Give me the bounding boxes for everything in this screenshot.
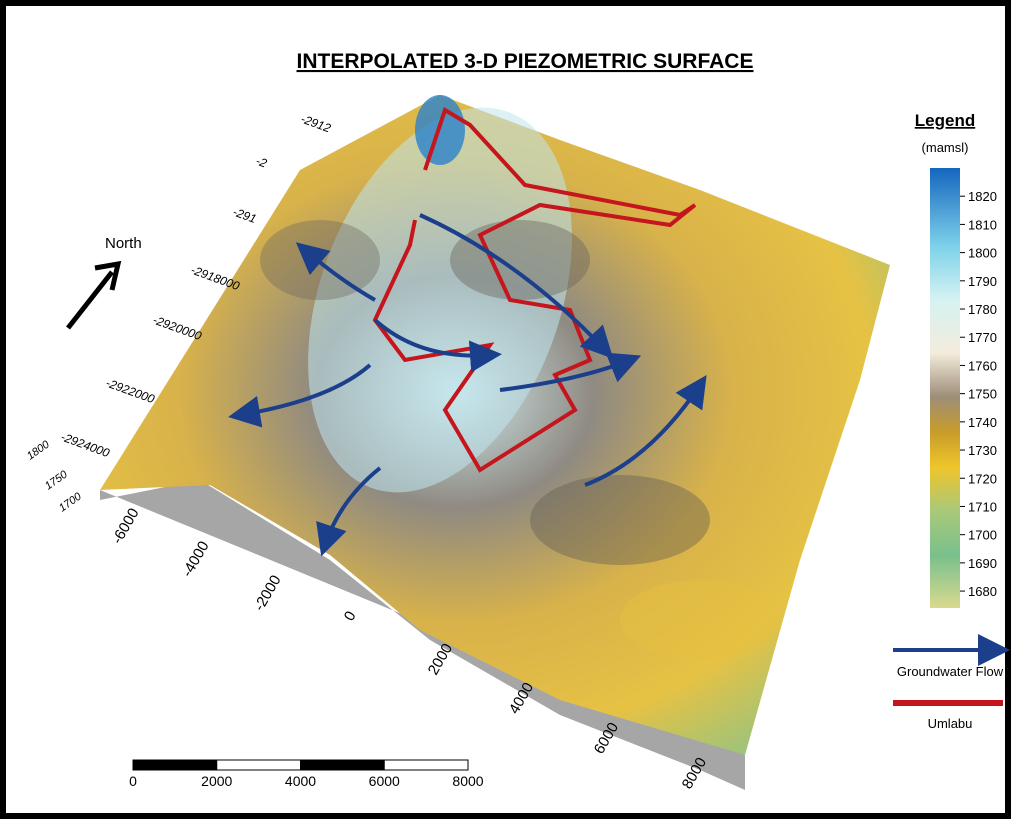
colorbar-label: 1760	[968, 358, 997, 373]
scale-segment	[217, 760, 301, 770]
legend-label: Groundwater Flow	[897, 664, 1004, 679]
legend-label: Umlabu	[928, 716, 973, 731]
legend-unit: (mamsl)	[922, 140, 969, 155]
colorbar-label: 1720	[968, 471, 997, 486]
scale-label: 0	[129, 773, 137, 789]
scale-label: 2000	[201, 773, 232, 789]
colorbar-label: 1680	[968, 584, 997, 599]
scale-label: 6000	[369, 773, 400, 789]
legend-title: Legend	[915, 111, 975, 130]
scale-segment	[133, 760, 217, 770]
scale-segment	[301, 760, 385, 770]
title: INTERPOLATED 3-D PIEZOMETRIC SURFACE	[297, 50, 754, 73]
scale-segment	[384, 760, 468, 770]
colorbar-label: 1820	[968, 189, 997, 204]
colorbar-label: 1780	[968, 302, 997, 317]
scale-label: 8000	[452, 773, 483, 789]
colorbar-label: 1770	[968, 330, 997, 345]
colorbar-label: 1750	[968, 387, 997, 402]
colorbar-label: 1700	[968, 528, 997, 543]
colorbar-label: 1800	[968, 246, 997, 261]
colorbar-label: 1690	[968, 556, 997, 571]
colorbar-label: 1730	[968, 443, 997, 458]
scale-label: 4000	[285, 773, 316, 789]
colorbar-label: 1810	[968, 217, 997, 232]
colorbar-label: 1740	[968, 415, 997, 430]
colorbar-label: 1710	[968, 499, 997, 514]
colorbar	[930, 168, 960, 608]
north-label: North	[105, 235, 142, 252]
map-figure: INTERPOLATED 3-D PIEZOMETRIC SURFACE Nor…	[0, 0, 1011, 819]
colorbar-label: 1790	[968, 274, 997, 289]
